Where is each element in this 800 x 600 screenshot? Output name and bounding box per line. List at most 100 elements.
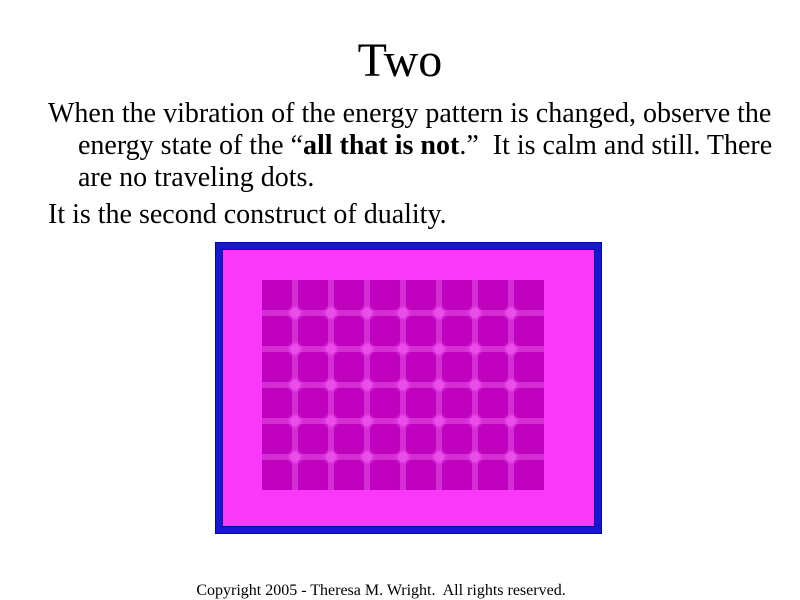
grid-square — [442, 388, 472, 418]
grid-square — [298, 388, 328, 418]
intersection-dot — [434, 380, 444, 390]
grid-square — [370, 316, 400, 346]
body-line: It is the second construct of duality. — [48, 199, 768, 231]
grid-square — [406, 316, 436, 346]
grid-square — [298, 460, 328, 490]
grid-square — [478, 388, 508, 418]
grid-square — [334, 424, 364, 454]
grid-square — [262, 280, 292, 310]
grid-square — [442, 280, 472, 310]
grid-square — [370, 280, 400, 310]
grid-square — [334, 280, 364, 310]
intersection-dot — [506, 452, 516, 462]
body-line: energy state of the “all that is not.” I… — [48, 130, 772, 162]
intersection-dot — [362, 380, 372, 390]
intersection-dot — [362, 344, 372, 354]
intersection-dot — [434, 308, 444, 318]
grid-square — [298, 316, 328, 346]
body-paragraph: When the vibration of the energy pattern… — [48, 98, 772, 194]
grid-square — [334, 316, 364, 346]
grid-square — [262, 388, 292, 418]
body-run: It is the second construct of duality. — [48, 199, 447, 230]
grid-square — [370, 424, 400, 454]
body-line: When the vibration of the energy pattern… — [48, 98, 772, 130]
grid-square — [442, 424, 472, 454]
slide-title: Two — [357, 34, 443, 87]
grid-square — [514, 352, 544, 382]
intersection-dot — [326, 344, 336, 354]
grid-square — [262, 352, 292, 382]
grid-square — [514, 424, 544, 454]
grid-square — [406, 460, 436, 490]
grid-square — [478, 316, 508, 346]
intersection-dot — [470, 416, 480, 426]
grid-square — [442, 460, 472, 490]
intersection-dot — [290, 344, 300, 354]
intersection-dot — [470, 308, 480, 318]
grid-square — [406, 388, 436, 418]
grid-square — [478, 460, 508, 490]
grid-square — [406, 424, 436, 454]
grid-square — [514, 388, 544, 418]
body-run: energy state of the “ — [78, 130, 303, 161]
grid-square — [262, 460, 292, 490]
grid-square — [298, 352, 328, 382]
body-run-bold: all that is not — [302, 130, 460, 161]
illusion-figure — [216, 243, 601, 533]
intersection-dot — [434, 452, 444, 462]
dot-grid — [262, 280, 544, 490]
body-text: When the vibration of the energy pattern… — [48, 98, 772, 231]
grid-square — [442, 316, 472, 346]
body-paragraph: It is the second construct of duality. — [48, 199, 768, 231]
grid-square — [298, 280, 328, 310]
body-line: are no traveling dots. — [48, 162, 768, 194]
grid-square — [478, 280, 508, 310]
grid-square — [442, 352, 472, 382]
grid-square — [334, 388, 364, 418]
intersection-dot — [362, 308, 372, 318]
grid-square — [370, 352, 400, 382]
intersection-dot — [398, 380, 408, 390]
grid-square — [370, 388, 400, 418]
body-run: When the vibration of the energy pattern… — [48, 98, 772, 129]
intersection-dot — [506, 416, 516, 426]
intersection-dot — [326, 380, 336, 390]
grid-square — [334, 352, 364, 382]
intersection-dot — [398, 452, 408, 462]
intersection-dot — [470, 452, 480, 462]
grid-square — [478, 352, 508, 382]
intersection-dot — [398, 416, 408, 426]
intersection-dot — [506, 344, 516, 354]
body-run: are no traveling dots. — [78, 162, 315, 193]
grid-square — [514, 280, 544, 310]
grid-square — [370, 460, 400, 490]
intersection-dot — [362, 452, 372, 462]
grid-square — [334, 460, 364, 490]
grid-square — [262, 316, 292, 346]
grid-square — [406, 352, 436, 382]
intersection-dot — [362, 416, 372, 426]
intersection-dot — [506, 308, 516, 318]
copyright-text: Copyright 2005 - Theresa M. Wright. All … — [196, 582, 566, 599]
grid-square — [262, 424, 292, 454]
intersection-dot — [326, 308, 336, 318]
intersection-dot — [434, 416, 444, 426]
intersection-dot — [326, 416, 336, 426]
intersection-dot — [290, 452, 300, 462]
grid-square — [478, 424, 508, 454]
intersection-dot — [290, 416, 300, 426]
intersection-dot — [506, 380, 516, 390]
intersection-dot — [326, 452, 336, 462]
intersection-dot — [434, 344, 444, 354]
intersection-dot — [290, 308, 300, 318]
grid-square — [514, 316, 544, 346]
intersection-dot — [398, 308, 408, 318]
grid-square — [514, 460, 544, 490]
intersection-dot — [290, 380, 300, 390]
grid-square — [406, 280, 436, 310]
body-run: .” It is calm and still. There — [459, 130, 773, 161]
grid-square — [298, 424, 328, 454]
intersection-dot — [398, 344, 408, 354]
intersection-dot — [470, 380, 480, 390]
